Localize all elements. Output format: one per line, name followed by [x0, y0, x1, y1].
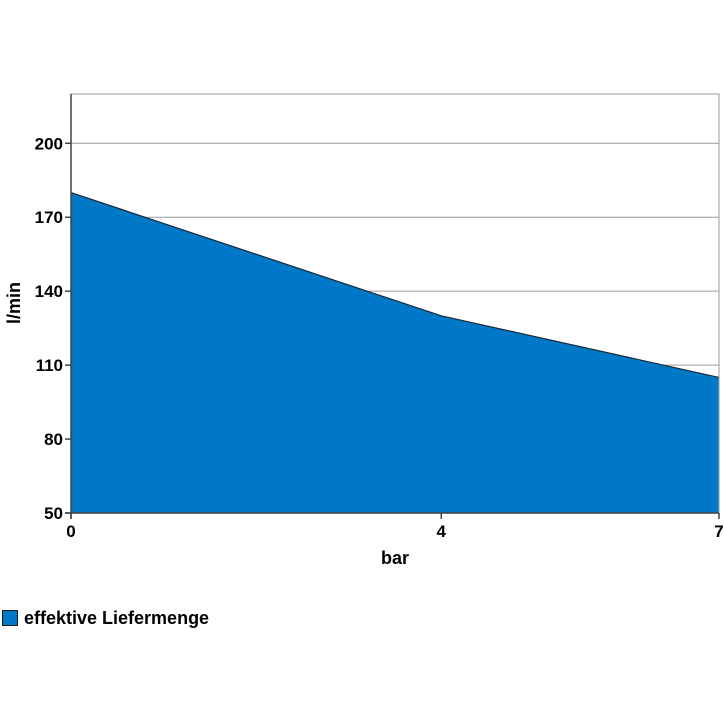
area-line — [70, 192, 720, 379]
axes — [65, 93, 720, 519]
y-axis-title: l/min — [4, 282, 24, 324]
legend-label: effektive Liefermenge — [24, 607, 210, 628]
y-tick-label: 110 — [36, 356, 63, 375]
y-tick-label: 140 — [35, 282, 63, 301]
legend: effektive Liefermenge — [2, 606, 209, 630]
area-series — [70, 192, 720, 513]
x-tick-label: 7 — [714, 522, 723, 541]
x-tick-labels: 0 4 7 — [66, 513, 724, 541]
y-tick-label: 170 — [35, 208, 63, 227]
x-axis-title: bar — [381, 548, 409, 568]
x-tick-label: 4 — [437, 522, 447, 541]
y-tick-labels: 50 80 110 140 170 200 — [35, 134, 71, 523]
area-fill — [71, 192, 719, 513]
legend-swatch — [2, 610, 18, 626]
y-tick-label: 80 — [44, 430, 63, 449]
x-tick-label: 0 — [66, 522, 75, 541]
y-tick-label: 50 — [44, 504, 63, 523]
y-tick-label: 200 — [35, 134, 63, 153]
